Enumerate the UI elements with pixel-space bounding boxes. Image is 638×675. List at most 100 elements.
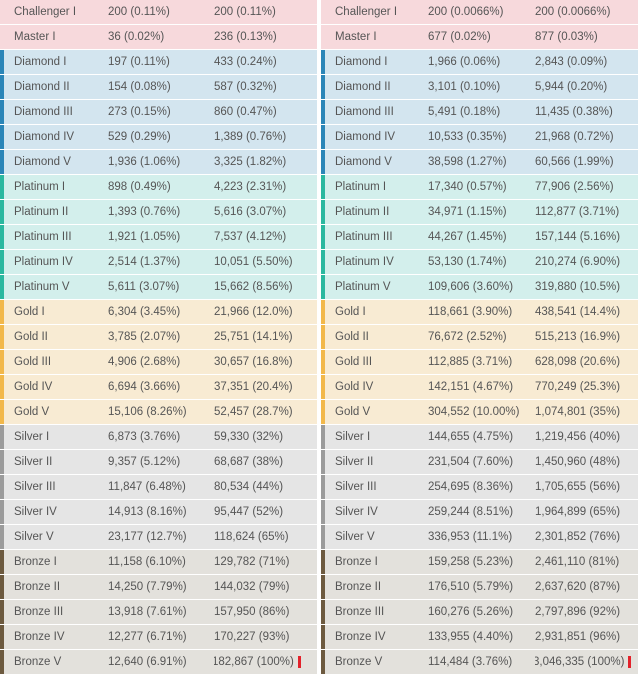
- tier-name: Bronze V: [14, 656, 62, 668]
- tier-name: Bronze III: [335, 606, 385, 618]
- cumulative-cell: 25,751 (14.1%): [214, 331, 314, 343]
- cumulative-cell: 770,249 (25.3%): [535, 381, 635, 393]
- cumulative-cell: 5,944 (0.20%): [535, 81, 635, 93]
- cumulative-cell: 15,662 (8.56%): [214, 281, 314, 293]
- tier-name: Gold III: [335, 356, 373, 368]
- table-row: Gold III 4,906 (2.68%) 30,657 (16.8%): [0, 350, 317, 374]
- tier-count: 5,611 (3.07%): [108, 281, 180, 293]
- tier-name: Bronze IV: [335, 631, 386, 643]
- cumulative-cell: 3,325 (1.82%): [214, 156, 314, 168]
- cumulative-count: 2,461,110 (81%): [535, 556, 620, 568]
- table-row: Gold IV 6,694 (3.66%) 37,351 (20.4%): [0, 375, 317, 399]
- cumulative-count: 200 (0.0066%): [535, 6, 611, 18]
- table-row: Gold V 15,106 (8.26%) 52,457 (28.7%): [0, 400, 317, 424]
- cumulative-cell: 95,447 (52%): [214, 506, 314, 518]
- table-row: Platinum II 34,971 (1.15%) 112,877 (3.71%): [321, 200, 638, 224]
- table-row: Platinum IV 2,514 (1.37%) 10,051 (5.50%): [0, 250, 317, 274]
- tier-name: Silver I: [14, 431, 50, 443]
- cumulative-cell: 2,843 (0.09%): [535, 56, 635, 68]
- cumulative-cell: 4,223 (2.31%): [214, 181, 314, 193]
- cumulative-count: 95,447 (52%): [214, 506, 284, 518]
- tier-name: Diamond II: [335, 81, 391, 93]
- cumulative-count: 515,213 (16.9%): [535, 331, 621, 343]
- cumulative-count: 112,877 (3.71%): [535, 206, 620, 218]
- tier-count: 142,151 (4.67%): [428, 381, 514, 393]
- right-tier-table: Challenger I 200 (0.0066%) 200 (0.0066%) Ma…: [321, 0, 638, 675]
- tier-count: 160,276 (5.26%): [428, 606, 514, 618]
- tier-count: 11,158 (6.10%): [108, 556, 186, 568]
- table-row: Silver V 336,953 (11.1%) 2,301,852 (76%): [321, 525, 638, 549]
- cumulative-cell: 3,046,335 (100%): [535, 656, 635, 668]
- table-row: Silver I 144,655 (4.75%) 1,219,456 (40%): [321, 425, 638, 449]
- tier-name: Silver I: [335, 431, 371, 443]
- cumulative-count: 2,931,851 (96%): [535, 631, 621, 643]
- cumulative-cell: 30,657 (16.8%): [214, 356, 314, 368]
- cumulative-count: 210,274 (6.90%): [535, 256, 621, 268]
- table-row: Master I 677 (0.02%) 877 (0.03%): [321, 25, 638, 49]
- cumulative-count: 157,950 (86%): [214, 606, 290, 618]
- tier-count: 2,514 (1.37%): [108, 256, 181, 268]
- cumulative-count: 877 (0.03%): [535, 31, 598, 43]
- tier-count: 3,101 (0.10%): [428, 81, 501, 93]
- cumulative-count: 628,098 (20.6%): [535, 356, 621, 368]
- tier-name: Bronze II: [14, 581, 61, 593]
- cumulative-count: 4,223 (2.31%): [214, 181, 287, 193]
- tier-count: 176,510 (5.79%): [428, 581, 514, 593]
- table-row: Gold I 118,661 (3.90%) 438,541 (14.4%): [321, 300, 638, 324]
- cumulative-count: 1,964,899 (65%): [535, 506, 621, 518]
- tier-name: Silver II: [14, 456, 53, 468]
- tier-name: Silver V: [14, 531, 54, 543]
- cumulative-count: 59,330 (32%): [214, 431, 284, 443]
- tier-count: 273 (0.15%): [108, 106, 171, 118]
- table-row: Silver V 23,177 (12.7%) 118,624 (65%): [0, 525, 317, 549]
- table-row: Gold II 76,672 (2.52%) 515,213 (16.9%): [321, 325, 638, 349]
- tier-name: Platinum V: [335, 281, 391, 293]
- tier-name: Gold II: [335, 331, 369, 343]
- cumulative-count: 77,906 (2.56%): [535, 181, 614, 193]
- tier-name: Gold IV: [14, 381, 53, 393]
- cumulative-count: 860 (0.47%): [214, 106, 277, 118]
- tier-count: 154 (0.08%): [108, 81, 171, 93]
- tier-count: 15,106 (8.26%): [108, 406, 187, 418]
- tier-name: Gold I: [335, 306, 366, 318]
- table-row: Platinum III 44,267 (1.45%) 157,144 (5.16%…: [321, 225, 638, 249]
- cumulative-count: 80,534 (44%): [214, 481, 284, 493]
- cumulative-count: 11,435 (0.38%): [535, 106, 613, 118]
- table-row: Bronze IV 133,955 (4.40%) 2,931,851 (96%): [321, 625, 638, 649]
- cumulative-count: 15,662 (8.56%): [214, 281, 293, 293]
- cumulative-count: 2,843 (0.09%): [535, 56, 608, 68]
- table-row: Diamond IV 529 (0.29%) 1,389 (0.76%): [0, 125, 317, 149]
- tier-name: Bronze V: [335, 656, 383, 668]
- tier-count: 5,491 (0.18%): [428, 106, 501, 118]
- cumulative-count: 60,566 (1.99%): [535, 156, 614, 168]
- cumulative-cell: 438,541 (14.4%): [535, 306, 635, 318]
- tier-name: Bronze IV: [14, 631, 65, 643]
- table-row: Silver III 254,695 (8.36%) 1,705,655 (56%): [321, 475, 638, 499]
- cumulative-count: 2,797,896 (92%): [535, 606, 621, 618]
- cumulative-cell: 21,968 (0.72%): [535, 131, 635, 143]
- tier-count: 254,695 (8.36%): [428, 481, 514, 493]
- tier-count: 1,921 (1.05%): [108, 231, 181, 243]
- table-row: Bronze I 159,258 (5.23%) 2,461,110 (81%): [321, 550, 638, 574]
- table-row: Diamond III 273 (0.15%) 860 (0.47%): [0, 100, 317, 124]
- table-row: Platinum I 17,340 (0.57%) 77,906 (2.56%): [321, 175, 638, 199]
- table-row: Diamond I 1,966 (0.06%) 2,843 (0.09%): [321, 50, 638, 74]
- tier-name: Silver III: [335, 481, 377, 493]
- cumulative-count: 30,657 (16.8%): [214, 356, 293, 368]
- tier-count: 9,357 (5.12%): [108, 456, 181, 468]
- cumulative-cell: 1,074,801 (35%): [535, 406, 635, 418]
- cumulative-cell: 80,534 (44%): [214, 481, 314, 493]
- cumulative-count: 21,968 (0.72%): [535, 131, 614, 143]
- tier-count: 6,873 (3.76%): [108, 431, 181, 443]
- highlighted-cumulative-total: 182,867 (100%): [214, 656, 301, 668]
- tier-count: 12,277 (6.71%): [108, 631, 187, 643]
- cumulative-cell: 37,351 (20.4%): [214, 381, 314, 393]
- cumulative-cell: 77,906 (2.56%): [535, 181, 635, 193]
- tier-name: Diamond IV: [14, 131, 75, 143]
- tier-count: 109,606 (3.60%): [428, 281, 514, 293]
- tier-name: Gold V: [335, 406, 371, 418]
- tier-name: Platinum I: [335, 181, 387, 193]
- cumulative-count: 10,051 (5.50%): [214, 256, 293, 268]
- tier-name: Silver III: [14, 481, 56, 493]
- cumulative-cell: 1,964,899 (65%): [535, 506, 635, 518]
